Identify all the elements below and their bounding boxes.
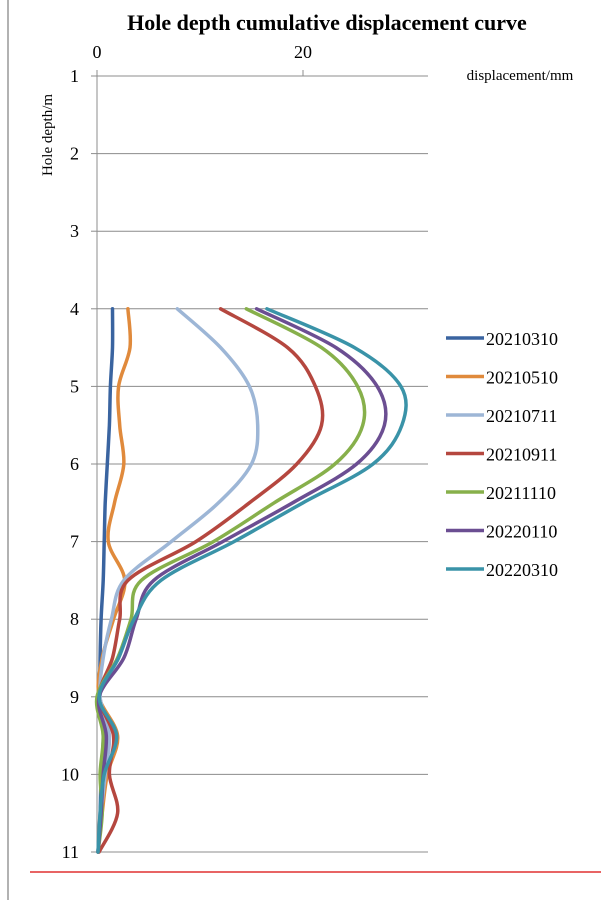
y-tick-label-4: 4 [70,299,79,319]
gridlines [97,75,428,853]
legend-label-20211110: 20211110 [486,483,556,503]
series-lines [94,307,408,854]
y-tick-label-5: 5 [70,376,79,396]
y-tick-label-10: 10 [61,764,79,784]
x-tick-labels: 0 20 [93,42,313,62]
legend-label-20220310: 20220310 [486,560,558,580]
series-line-20211110 [94,307,367,854]
legend-label-20210711: 20210711 [486,406,557,426]
legend: 20210310 20210510 20210711 20210911 20211110… [446,329,558,580]
legend-label-20210911: 20210911 [486,445,557,465]
axes [91,70,304,853]
y-axis-label: Hole depth/m [40,94,56,176]
y-tick-label-8: 8 [70,609,79,629]
series-line-20220310 [96,307,408,854]
legend-label-20210310: 20210310 [486,329,558,349]
x-tick-label-0: 0 [93,42,102,62]
y-tick-label-1: 1 [70,66,79,86]
legend-label-20220110: 20220110 [486,522,557,542]
series-line-20210911 [97,307,325,854]
y-tick-label-11: 11 [62,842,79,862]
chart-title: Hole depth cumulative displacement curve [127,10,527,35]
y-tick-label-6: 6 [70,454,79,474]
series-line-20220110 [96,307,388,854]
y-tick-label-2: 2 [70,144,79,164]
x-axis-label: displacement/mm [467,68,574,84]
y-tick-labels: 1 2 3 4 5 6 7 8 9 10 11 [61,66,79,862]
y-tick-label-3: 3 [70,221,79,241]
x-tick-label-20: 20 [294,42,312,62]
series-line-20210711 [96,307,260,854]
y-tick-label-9: 9 [70,687,79,707]
y-tick-label-7: 7 [70,532,79,552]
legend-label-20210510: 20210510 [486,368,558,388]
